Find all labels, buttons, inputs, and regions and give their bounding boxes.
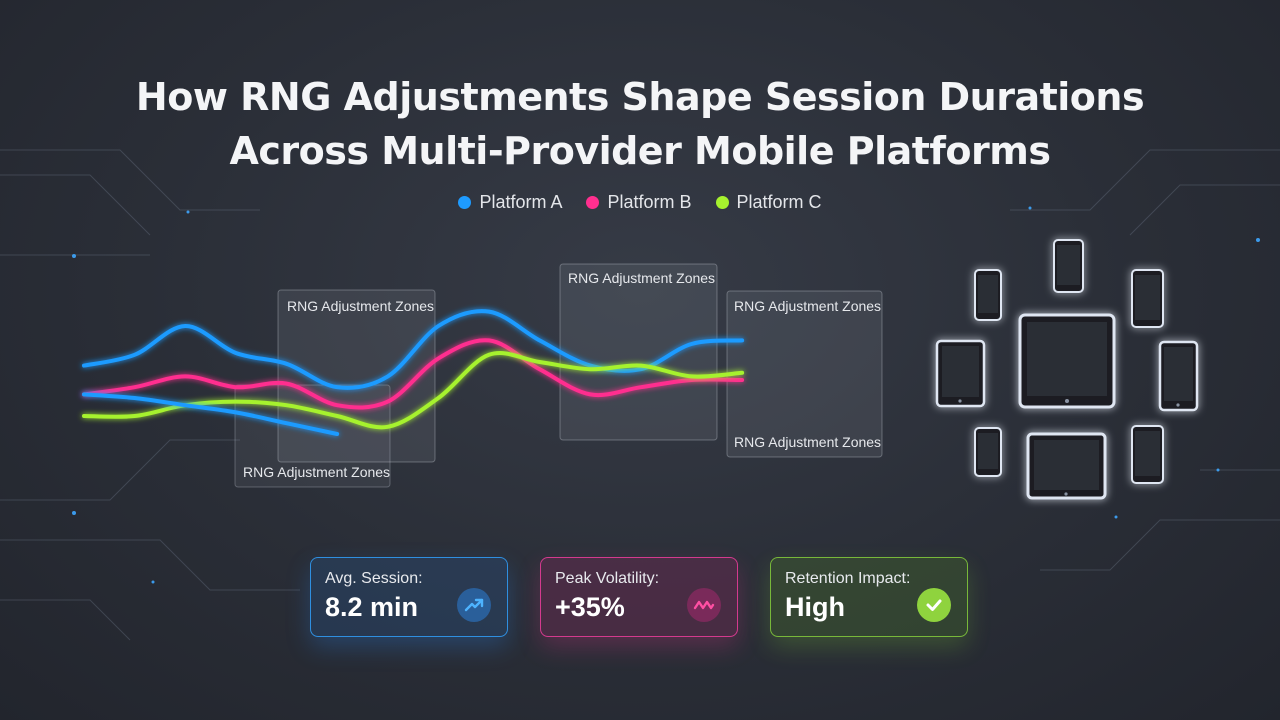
card-key: Peak Volatility: <box>555 570 660 587</box>
tablet-icon <box>1018 313 1116 409</box>
zone-panel <box>234 384 391 488</box>
legend-label: Platform A <box>479 192 563 212</box>
phone-icon <box>974 269 1002 321</box>
checkmark-icon <box>917 588 951 622</box>
zone-label: RNG Adjustment Zones <box>287 298 434 314</box>
card-value: 8.2 min <box>325 592 419 622</box>
legend-dot-icon <box>586 196 600 209</box>
legend-dot-icon <box>715 196 729 209</box>
volatility-wave-icon <box>687 588 721 622</box>
retention-impact-card: Retention Impact: High <box>770 557 968 637</box>
legend-item-platform-a: Platform A <box>458 192 562 213</box>
series-line-2 <box>82 338 745 410</box>
legend-item-platform-c: Platform C <box>715 192 822 213</box>
phone-icon <box>974 427 1002 477</box>
legend-item-platform-b: Platform B <box>586 192 692 213</box>
trend-up-icon <box>457 588 491 622</box>
summary-cards: Avg. Session: 8.2 min Peak Volatility: +… <box>310 557 970 639</box>
phone-icon <box>1053 239 1084 293</box>
tablet-icon <box>1158 340 1199 412</box>
card-key: Retention Impact: <box>785 570 911 587</box>
tablet-landscape-icon <box>1026 432 1107 500</box>
card-value: High <box>785 592 845 622</box>
card-key: Avg. Session: <box>325 570 423 587</box>
device-cluster <box>935 239 1199 500</box>
series-layer <box>82 309 745 436</box>
phone-icon <box>1131 425 1164 484</box>
series-line-1 <box>82 309 745 390</box>
zone-label: RNG Adjustment Zones <box>734 434 881 450</box>
card-value: +35% <box>555 592 625 622</box>
zone-label: RNG Adjustment Zones <box>734 298 881 314</box>
zone-label: RNG Adjustment Zones <box>568 270 715 286</box>
tablet-icon <box>935 339 986 408</box>
title-line-2: Across Multi-Provider Mobile Platforms <box>229 129 1052 173</box>
legend-label: Platform B <box>607 192 692 212</box>
zone-panel <box>559 263 718 441</box>
zone-panels: RNG Adjustment Zones RNG Adjustment Zone… <box>234 263 883 488</box>
legend: Platform A Platform B Platform C <box>0 192 1280 213</box>
legend-label: Platform C <box>736 192 822 212</box>
chart-title: How RNG Adjustments Shape Session Durati… <box>0 70 1280 178</box>
zone-panel <box>277 289 436 463</box>
zone-label: RNG Adjustment Zones <box>243 464 390 480</box>
avg-session-card: Avg. Session: 8.2 min <box>310 557 508 637</box>
title-line-1: How RNG Adjustments Shape Session Durati… <box>135 75 1145 119</box>
peak-volatility-card: Peak Volatility: +35% <box>540 557 738 637</box>
zone-panel <box>726 290 883 458</box>
phone-icon <box>1131 269 1164 328</box>
series-line-4 <box>82 392 340 436</box>
legend-dot-icon <box>458 196 472 209</box>
